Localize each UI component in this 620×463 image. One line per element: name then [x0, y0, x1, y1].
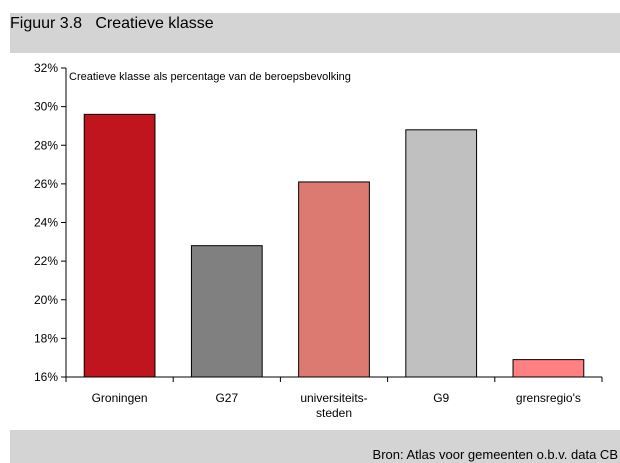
figure-title: Figuur 3.8 Creatieve klasse — [10, 15, 214, 32]
x-category-label: steden — [316, 406, 352, 420]
y-tick-label: 24% — [34, 216, 58, 230]
bar — [512, 359, 585, 378]
y-tick-label: 20% — [34, 293, 58, 307]
figure-footer: Bron: Atlas voor gemeenten o.b.v. data C… — [10, 430, 620, 463]
source-note: Bron: Atlas voor gemeenten o.b.v. data C… — [372, 447, 618, 462]
x-category-label: G27 — [215, 391, 238, 405]
x-category-label: Groningen — [92, 391, 148, 405]
y-tick-label: 16% — [34, 370, 58, 384]
y-tick-label: 30% — [34, 100, 58, 114]
x-category-label: G9 — [433, 391, 449, 405]
x-category-label: universiteits- — [300, 391, 367, 405]
y-tick-label: 22% — [34, 254, 58, 268]
x-category-label: grensregio's — [516, 391, 581, 405]
bar — [190, 245, 263, 378]
y-tick-label: 26% — [34, 177, 58, 191]
figure-header: Figuur 3.8 Creatieve klasse — [10, 13, 620, 53]
y-tick-label: 18% — [34, 331, 58, 345]
bar — [83, 113, 156, 378]
y-tick-label: 32% — [34, 61, 58, 75]
bar-chart: Creatieve klasse als percentage van de b… — [34, 61, 603, 420]
bar — [405, 129, 478, 378]
y-tick-label: 28% — [34, 138, 58, 152]
bar — [298, 181, 370, 378]
chart-title: Creatieve klasse als percentage van de b… — [69, 71, 351, 83]
